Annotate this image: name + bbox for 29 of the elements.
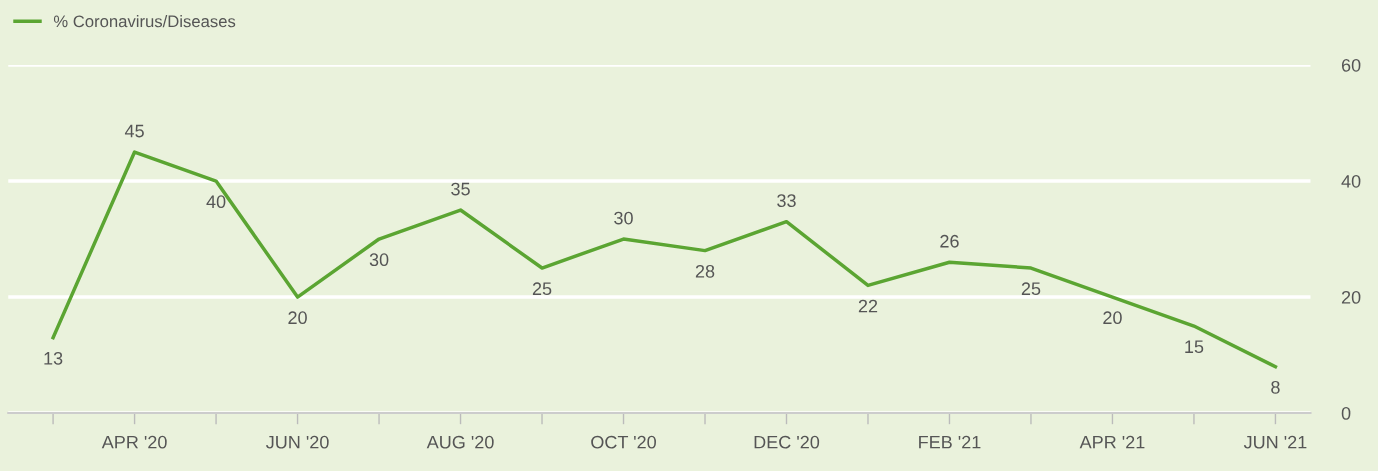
data-label: 25 <box>1021 282 1041 296</box>
data-label: 13 <box>44 351 63 365</box>
x-tick-label: DEC '20 <box>754 435 820 449</box>
y-tick-label: 0 <box>1341 407 1351 420</box>
x-tick-label: FEB '21 <box>919 435 981 449</box>
data-label: 33 <box>777 194 796 208</box>
x-tick-label: JUN '21 <box>1243 435 1307 449</box>
x-tick-label: AUG '20 <box>426 435 494 449</box>
data-label: 40 <box>206 195 226 209</box>
x-tick-label: APR '20 <box>101 435 167 449</box>
x-tick-label: JUN '20 <box>266 435 329 449</box>
data-label: 25 <box>532 282 552 296</box>
x-tick-label: APR '21 <box>1079 435 1145 449</box>
data-label: 30 <box>369 253 389 267</box>
data-label: 26 <box>940 234 959 248</box>
data-label: 28 <box>695 264 715 278</box>
data-label: 20 <box>288 311 307 325</box>
data-label: 45 <box>124 124 144 138</box>
data-label: 20 <box>1103 311 1122 325</box>
x-tick-label: OCT '20 <box>591 435 656 449</box>
legend-label: % Coronavirus/Diseases <box>53 15 236 28</box>
y-tick-label: 40 <box>1341 174 1361 188</box>
data-label: 30 <box>614 211 633 225</box>
y-tick-label: 20 <box>1341 290 1361 304</box>
data-label: 35 <box>451 182 470 196</box>
data-label: 22 <box>858 299 878 313</box>
y-tick-label: 60 <box>1341 58 1361 72</box>
data-label: 15 <box>1185 340 1204 354</box>
data-label: 8 <box>1271 380 1280 394</box>
